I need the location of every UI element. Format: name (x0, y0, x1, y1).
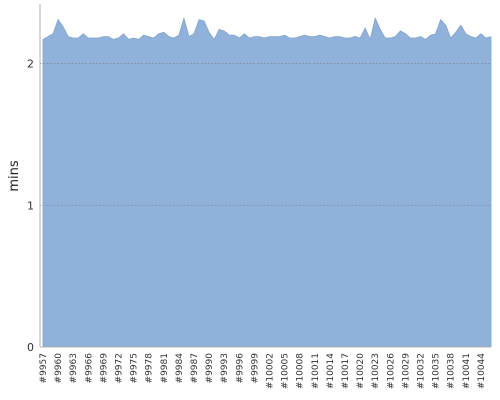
x-tick-label: #10020 (356, 353, 366, 389)
x-tick-label: #9960 (54, 353, 64, 384)
y-tick-labels: 0 1 2 (27, 58, 34, 354)
x-tick-label: #9978 (145, 353, 155, 384)
x-tick-label: #10035 (432, 353, 442, 389)
x-tick-label: #10023 (371, 353, 381, 389)
x-tick-label: #9963 (69, 353, 79, 383)
y-tick-label-1: 1 (27, 199, 34, 212)
x-tick-label: #10038 (447, 353, 457, 389)
x-tick-label: #10041 (462, 353, 472, 389)
x-tick-label: #10014 (326, 353, 336, 389)
x-tick-label: #9996 (235, 353, 245, 384)
x-tick-labels: #9957 #9960 #9963 #9966 #9969 #9972 #9975 #9978… (39, 353, 487, 389)
x-tick-label: #9987 (190, 353, 200, 383)
x-tick-label: #9984 (175, 353, 185, 384)
x-tick-label: #10029 (401, 353, 411, 389)
x-tick-label: #9969 (99, 353, 109, 384)
x-tick-label: #9957 (39, 353, 49, 383)
x-tick-label: #9975 (130, 353, 140, 383)
x-tick-label: #10011 (311, 353, 321, 389)
area-fill (42, 16, 492, 348)
x-tick-label: #9972 (115, 353, 125, 383)
y-axis-title: mins (7, 160, 22, 192)
x-tick-label: #10032 (417, 353, 427, 389)
x-tick-label: #10002 (266, 353, 276, 389)
x-tick-label: #9990 (205, 353, 215, 384)
x-tick-label: #10044 (477, 353, 487, 389)
area-series (42, 16, 492, 348)
x-tick-label: #10017 (341, 353, 351, 389)
y-tick-label-0: 0 (27, 341, 34, 354)
x-tick-label: #9999 (250, 353, 260, 384)
x-tick-label: #9966 (84, 353, 94, 384)
x-tick-label: #9981 (160, 353, 170, 383)
x-tick-label: #10008 (296, 353, 306, 389)
x-tick-label: #10005 (281, 353, 291, 389)
x-tick-label: #9993 (220, 353, 230, 383)
grid-lines (40, 63, 491, 206)
axes (39, 4, 491, 348)
x-tick-label: #10026 (386, 353, 396, 389)
y-tick-label-2: 2 (27, 58, 34, 71)
